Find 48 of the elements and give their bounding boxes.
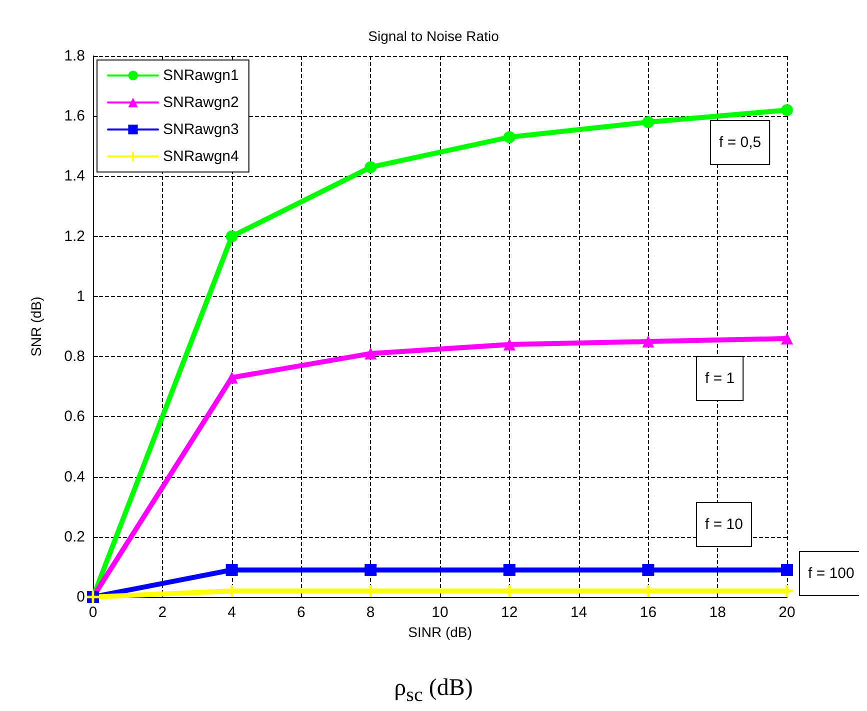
annotation: f = 10	[705, 516, 743, 533]
point	[503, 564, 516, 576]
x-tick-label: 4	[228, 604, 236, 621]
point	[642, 564, 654, 576]
point	[226, 372, 238, 384]
y-tick-label: 0.2	[64, 528, 85, 546]
y-tick-label: 0	[76, 588, 85, 606]
text: f = 100	[808, 565, 854, 582]
y-tick-label: 1.4	[64, 168, 85, 185]
chart-title: Signal to Noise Ratio	[368, 28, 500, 44]
y-tick-label: 1	[76, 288, 85, 305]
point	[781, 564, 793, 576]
point	[364, 348, 377, 360]
x-tick-label: 10	[432, 604, 448, 621]
y-tick-label: 0.4	[64, 468, 85, 486]
legend-label: SNRawgn4	[163, 148, 239, 165]
x-axis-title: SINR (dB)	[408, 624, 472, 640]
annotation: f = 1	[705, 370, 735, 387]
x-tick-label: 14	[570, 604, 588, 621]
point	[503, 338, 516, 351]
x-tick-label: 20	[778, 604, 796, 621]
point	[226, 230, 238, 242]
legend-label: SNRawgn2	[163, 94, 239, 111]
y-tick-label: 0.6	[64, 408, 85, 426]
text: ρ$_{sc}$ (dB)	[393, 674, 474, 708]
x-tick-label: 6	[297, 604, 306, 621]
point	[781, 104, 793, 116]
point	[642, 336, 654, 348]
x-tick-label: 16	[640, 604, 657, 621]
point	[642, 116, 654, 128]
annotation: f = 0,5	[719, 134, 762, 151]
y-tick-label: 0.8	[64, 348, 85, 366]
point	[364, 161, 377, 174]
x-tick-label: 8	[366, 604, 375, 621]
point	[781, 332, 793, 345]
point	[226, 564, 238, 576]
x-tick-label: 18	[709, 604, 726, 621]
x-tick-label: 12	[501, 604, 518, 621]
y-tick-label: 1.6	[64, 108, 85, 125]
y-axis-title: SNR (dB)	[28, 296, 44, 356]
point	[503, 131, 516, 144]
y-tick-label: 1.2	[64, 228, 85, 245]
x-tick-label: 2	[158, 604, 167, 621]
point	[364, 564, 377, 576]
legend-label: SNRawgn3	[163, 121, 239, 138]
x-tick-label: 0	[88, 604, 98, 621]
legend-label: SNRawgn1	[163, 67, 239, 84]
y-tick-label: 1.8	[64, 48, 85, 64]
